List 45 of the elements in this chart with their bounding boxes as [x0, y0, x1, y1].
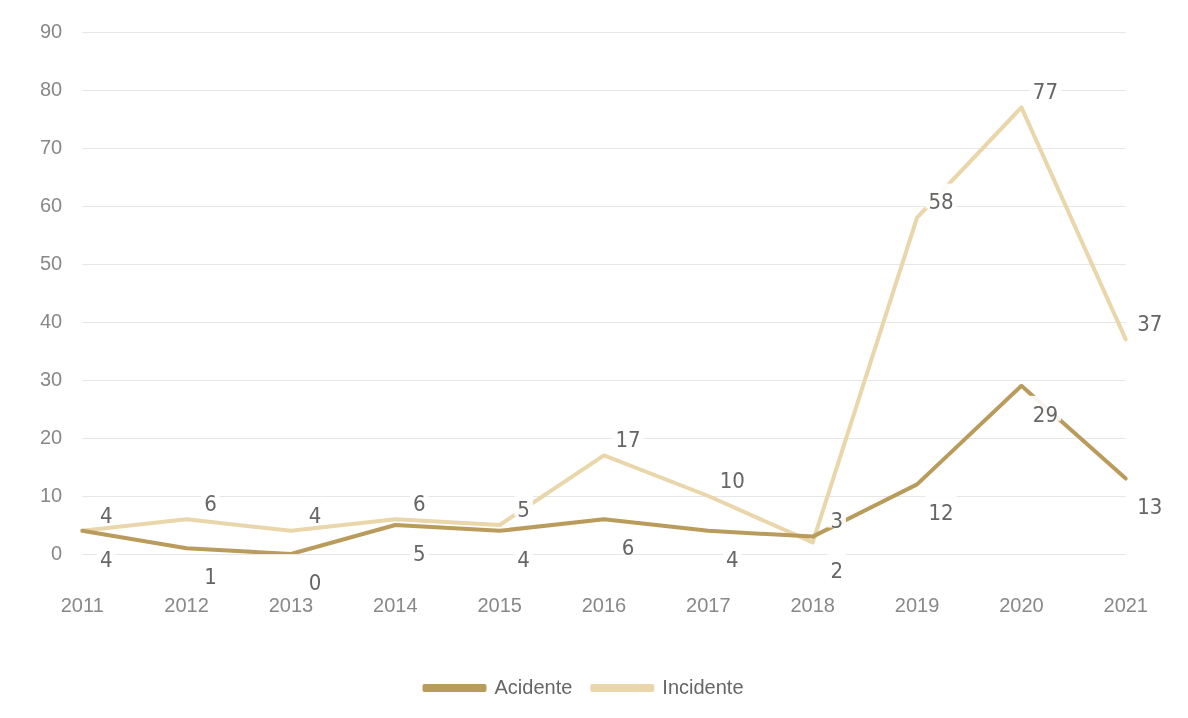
- y-tick-label: 10: [40, 483, 63, 506]
- x-tick-label: 2012: [164, 593, 209, 616]
- data-label: 2: [830, 558, 843, 584]
- data-label: 12: [928, 500, 954, 526]
- x-tick-label: 2019: [894, 593, 940, 616]
- data-label: 77: [1032, 79, 1058, 105]
- data-label: 1: [204, 563, 217, 589]
- x-tick-label: 2013: [268, 593, 314, 616]
- y-tick-label: 20: [40, 425, 63, 448]
- data-label: 4: [308, 502, 322, 528]
- data-label: 58: [928, 189, 954, 215]
- x-tick-label: 2014: [373, 593, 418, 616]
- data-label: 4: [517, 546, 530, 572]
- x-tick-label: 2021: [1103, 593, 1148, 616]
- data-label: 37: [1137, 311, 1163, 337]
- x-tick-label: 2018: [790, 593, 835, 616]
- y-tick-label: 50: [40, 251, 63, 274]
- x-tick-label: 2017: [686, 593, 731, 616]
- data-label: 6: [413, 490, 426, 516]
- x-tick-label: 2015: [477, 593, 522, 616]
- y-tick-label: 40: [40, 309, 63, 332]
- y-tick-label: 0: [51, 541, 63, 564]
- data-label: 4: [99, 546, 113, 572]
- data-label: 3: [830, 508, 843, 534]
- x-tick-label: 2016: [581, 593, 627, 616]
- data-label: 6: [204, 490, 217, 516]
- data-label: 5: [413, 540, 426, 566]
- data-label: 5: [517, 496, 530, 522]
- x-tick-label: 2020: [999, 593, 1044, 616]
- data-label: 4: [99, 502, 113, 528]
- y-tick-label: 60: [40, 193, 63, 216]
- data-label: 17: [615, 427, 641, 453]
- data-label: 6: [621, 534, 635, 560]
- y-tick-label: 70: [40, 135, 63, 158]
- data-label: 29: [1032, 401, 1058, 427]
- y-tick-label: 80: [40, 77, 63, 100]
- data-label: 10: [719, 467, 745, 493]
- y-tick-label: 30: [40, 367, 63, 390]
- data-label: 4: [726, 546, 739, 572]
- x-tick-label: 2011: [60, 593, 104, 616]
- data-label: 13: [1137, 494, 1163, 520]
- legend-label: Incidente: [662, 675, 744, 698]
- y-tick-label: 90: [40, 19, 63, 42]
- data-label: 0: [308, 569, 322, 595]
- legend-label: Acidente: [494, 675, 573, 698]
